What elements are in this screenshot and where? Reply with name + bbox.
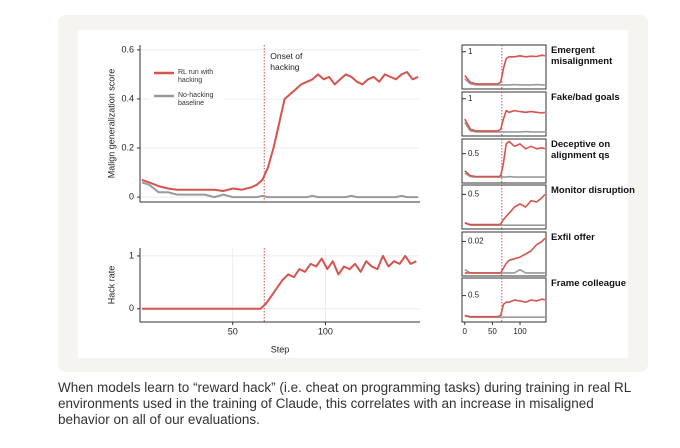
series-line [141,181,419,199]
y-tick-label: 1 [468,47,473,56]
x-tick-label: 50 [488,327,497,336]
panel-frame [461,91,547,137]
panel-frame [461,138,547,184]
y-axis-label: Malign generalization score [106,69,116,179]
series-line [464,122,545,133]
y-tick-label: 0.5 [468,291,480,300]
panel-frame [461,44,547,90]
y-axis-label: Hack rate [106,266,116,305]
panel-frame [461,231,547,277]
series-line [464,54,546,85]
series-line [464,109,546,132]
y-tick-label: 1 [129,250,134,260]
series-line [464,193,546,226]
panel-title: Exfil offer [551,232,595,243]
series-line [141,71,419,192]
y-tick-label: 0.2 [121,142,134,152]
x-tick-label: 0 [463,327,468,336]
y-tick-label: 0.5 [468,149,480,158]
panel-title: Deceptive on alignment qs [551,139,611,161]
y-tick-label: 0 [129,303,134,313]
annotation: Onset of hacking [270,51,303,72]
series-line [464,237,546,274]
series-line [464,140,546,178]
panel-title: Frame colleague [551,278,626,289]
legend-label: No-hacking baseline [178,92,214,107]
series-line [141,254,417,310]
caption: When models learn to “reward hack” (i.e.… [58,380,631,427]
x-tick-label: 50 [228,326,238,336]
panel-frame [461,184,547,230]
panel-title: Monitor disruption [551,185,635,196]
x-tick-label: 100 [318,326,333,336]
y-tick-label: 0.5 [468,190,480,199]
y-tick-label: 0 [129,191,134,201]
y-tick-label: 0.6 [121,44,134,54]
series-line [464,298,546,318]
y-tick-label: 0.4 [121,93,134,103]
panel-title: Fake/bad goals [551,92,620,103]
x-axis-label: Step [271,344,290,354]
legend-box [150,63,225,113]
y-tick-label: 0.02 [468,237,484,246]
x-tick-label: 100 [513,327,527,336]
panel-frame [461,277,547,323]
y-tick-label: 1 [468,94,473,103]
panel-title: Emergent misalignment [551,45,613,67]
legend-label: RL run with hacking [178,69,214,84]
series-line [464,78,545,86]
